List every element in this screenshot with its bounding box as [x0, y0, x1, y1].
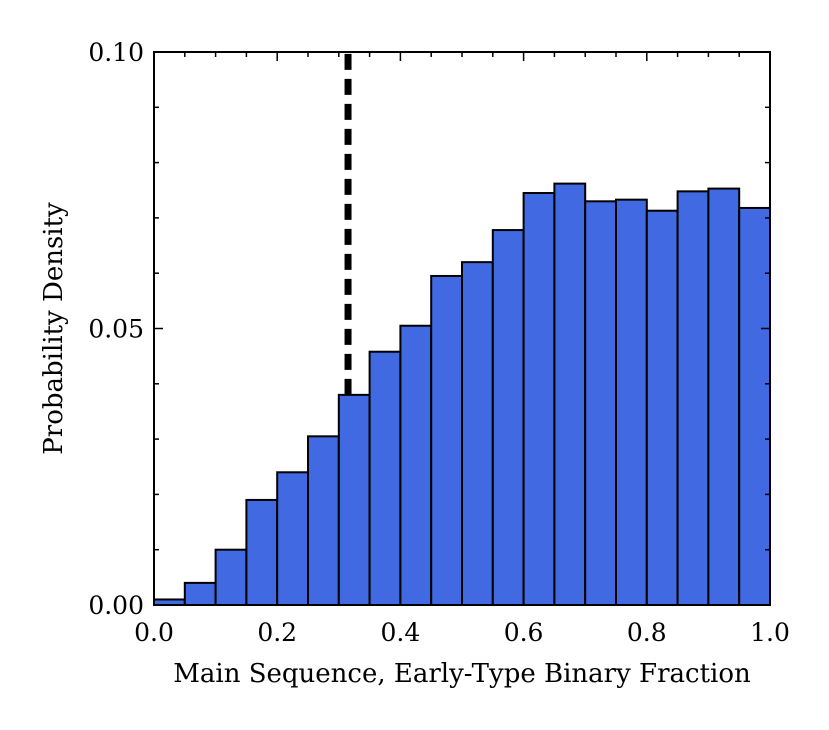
histogram-bar [307, 435, 340, 606]
histogram-bar [276, 471, 310, 606]
histogram-bar [522, 192, 556, 606]
histogram-bar [399, 324, 433, 606]
y-axis-label: Probability Density [39, 202, 69, 455]
x-tick-label: 0.4 [381, 618, 421, 647]
y-tick-label: 0.10 [88, 38, 144, 67]
histogram-bar [461, 261, 494, 606]
histogram-bar [491, 229, 525, 606]
x-tick-label: 0.8 [627, 618, 667, 647]
histogram-bar [615, 198, 648, 606]
histogram-bar [214, 548, 248, 607]
histogram-bar [645, 209, 679, 606]
histogram-bar [368, 350, 402, 607]
x-tick-label: 0.6 [504, 618, 544, 647]
x-tick-label: 0.2 [257, 618, 297, 647]
x-axis-label: Main Sequence, Early-Type Binary Fractio… [173, 659, 751, 689]
y-tick-label: 0.00 [88, 591, 144, 620]
histogram-bar [183, 581, 217, 607]
histogram-bars [153, 182, 772, 607]
y-tick-label: 0.05 [88, 315, 144, 344]
histogram-bar [584, 200, 618, 606]
histogram-bar [707, 187, 741, 606]
histogram-bar [676, 190, 710, 607]
histogram-bar [430, 274, 464, 606]
x-tick-label: 1.0 [750, 618, 790, 647]
plot-frame [153, 51, 771, 606]
histogram-bar [553, 182, 587, 606]
tick-labels: 0.0 0.2 0.4 0.6 0.8 1.0 0.00 0.05 0.10 [88, 38, 790, 647]
histogram-bar [245, 498, 279, 606]
histogram-bar [337, 393, 371, 606]
x-tick-label: 0.0 [134, 618, 174, 647]
histogram-bar [738, 206, 772, 606]
